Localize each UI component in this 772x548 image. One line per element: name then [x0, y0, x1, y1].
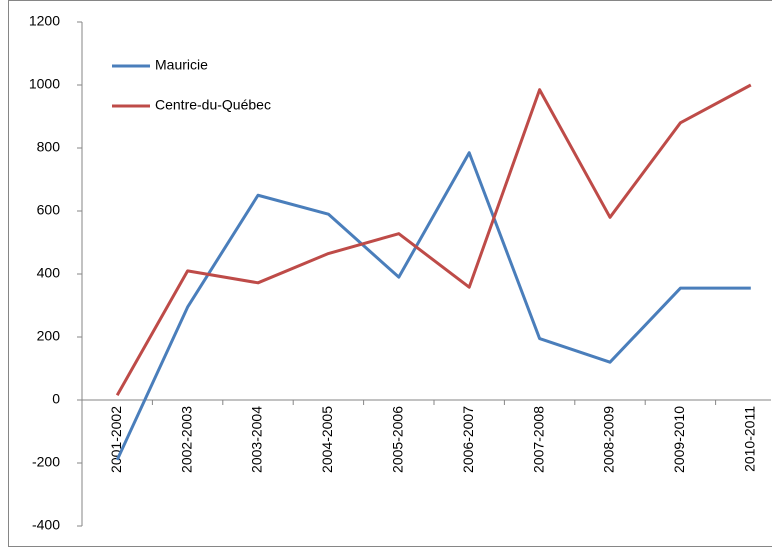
x-tick-label: 2008-2009 — [601, 406, 617, 473]
legend-label: Mauricie — [155, 57, 208, 73]
x-tick-label: 2006-2007 — [460, 406, 476, 473]
y-tick-label: 0 — [52, 391, 60, 407]
y-tick-label: -200 — [32, 454, 60, 470]
x-tick-label: 2001-2002 — [108, 406, 124, 473]
x-tick-label: 2005-2006 — [390, 406, 406, 473]
y-tick-label: 1000 — [29, 76, 60, 92]
x-tick-label: 2003-2004 — [249, 406, 265, 473]
y-tick-label: 200 — [37, 328, 61, 344]
chart-frame — [8, 0, 772, 547]
x-tick-label: 2010-2011 — [742, 406, 758, 472]
y-tick-label: 1200 — [29, 13, 60, 29]
y-tick-label: 400 — [37, 265, 61, 281]
legend-label: Centre-du-Québec — [155, 97, 271, 113]
x-tick-label: 2002-2003 — [178, 406, 194, 473]
x-tick-label: 2004-2005 — [319, 406, 335, 473]
y-tick-label: -400 — [32, 517, 60, 533]
series-line — [115, 151, 751, 461]
series-line — [115, 83, 752, 397]
x-tick-label: 2009-2010 — [671, 406, 687, 473]
y-tick-label: 800 — [37, 139, 61, 155]
y-tick-label: 600 — [37, 202, 61, 218]
x-tick-label: 2007-2008 — [530, 406, 546, 473]
